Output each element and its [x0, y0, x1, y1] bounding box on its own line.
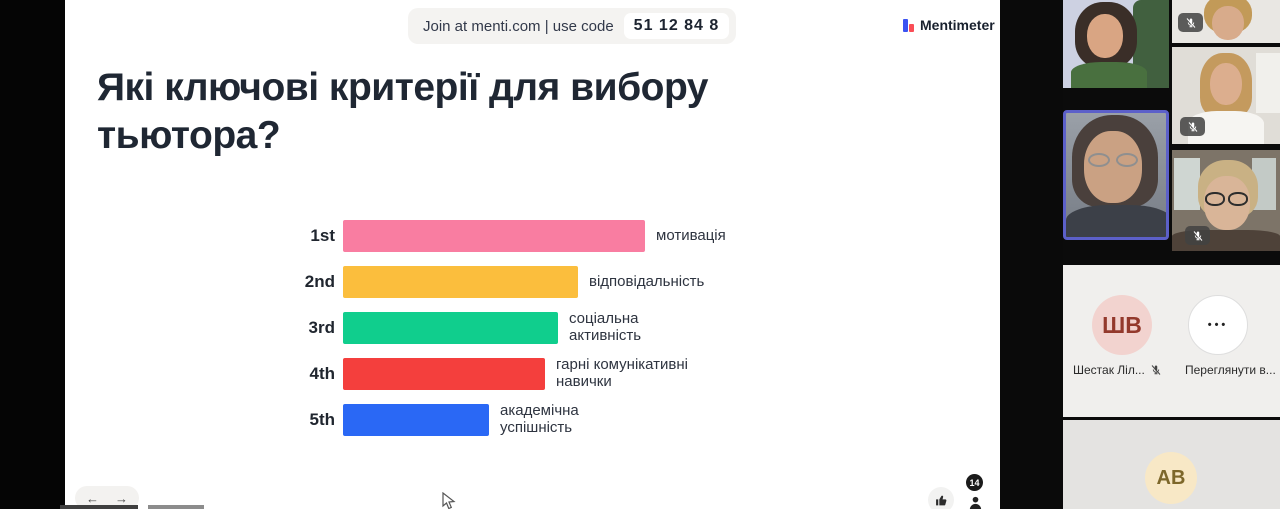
window-shape: [1174, 158, 1200, 210]
participant-video-1[interactable]: [1063, 0, 1169, 88]
audio-participants-panel: ШВ ••• Шестак Ліл... Переглянути в...: [1063, 265, 1280, 417]
left-black-strip: [0, 0, 65, 509]
mic-muted-icon: [1178, 13, 1203, 32]
bottom-participant-panel: АВ: [1063, 420, 1280, 509]
mic-muted-icon: [1185, 226, 1210, 245]
bar-label: академічна успішність: [500, 402, 579, 436]
slide-nav: ← →: [75, 486, 139, 509]
participants-button[interactable]: [962, 489, 988, 509]
bar-4th: [343, 358, 545, 390]
taskbar-edge-segment: [60, 505, 138, 509]
divider-strip: [1000, 0, 1063, 509]
face-shape: [1087, 14, 1123, 58]
join-banner: Join at menti.com | use code 51 12 84 8: [408, 8, 737, 44]
glasses-shape: [1116, 153, 1138, 167]
glasses-shape: [1205, 192, 1225, 206]
bar-5th: [343, 404, 489, 436]
participant-name: Шестак Ліл...: [1073, 363, 1162, 377]
chart-row-1: 1st мотивація: [240, 220, 860, 252]
rank-label: 1st: [310, 226, 335, 245]
glasses-shape: [1228, 192, 1248, 206]
bar-label: соціальна активність: [569, 310, 642, 344]
bar-label: гарні комунікативні навички: [556, 356, 689, 390]
torso-shape: [1066, 205, 1166, 237]
chart-row-5: 5th академічна успішність: [240, 402, 860, 436]
join-instruction: Join at menti.com | use code: [423, 17, 614, 35]
more-participants-button[interactable]: •••: [1188, 295, 1248, 355]
taskbar-edge-segment: [148, 505, 204, 509]
menti-code: 51 12 84 8: [623, 13, 730, 39]
rank-label: 5th: [309, 410, 336, 429]
next-slide-button[interactable]: →: [115, 490, 128, 506]
view-more-label[interactable]: Переглянути в...: [1185, 363, 1276, 377]
mic-muted-icon: [1151, 365, 1161, 375]
participant-video-3[interactable]: [1172, 47, 1280, 144]
torso-shape: [1071, 62, 1147, 88]
chart-row-2: 2nd відповідальність: [240, 266, 860, 298]
mentimeter-logo-text: Mentimeter: [920, 17, 995, 33]
person-icon: [969, 496, 981, 509]
bar-1st: [343, 220, 645, 252]
mentimeter-logo: Mentimeter: [903, 17, 995, 33]
prev-slide-button[interactable]: ←: [86, 490, 99, 506]
avatar-ab[interactable]: АВ: [1145, 452, 1197, 504]
participant-video-4[interactable]: [1172, 150, 1280, 251]
mentimeter-logo-icon: [903, 18, 915, 32]
face-shape: [1212, 6, 1244, 40]
mouse-cursor: [442, 492, 456, 509]
participant-video-2[interactable]: [1172, 0, 1280, 43]
meeting-sidebar: ШВ ••• Шестак Ліл... Переглянути в... АВ: [1063, 0, 1280, 509]
avatar-shv[interactable]: ШВ: [1092, 295, 1152, 355]
bar-3rd: [343, 312, 558, 344]
thumbs-up-icon: [935, 495, 946, 505]
chart-row-4: 4th гарні комунікативні навички: [240, 356, 860, 390]
window-shape: [1256, 53, 1280, 113]
mentimeter-slide: Join at menti.com | use code 51 12 84 8 …: [60, 0, 1000, 509]
thumbs-up-button[interactable]: [928, 487, 954, 509]
participant-count-badge: 14: [966, 474, 983, 491]
bar-label: відповідальність: [589, 272, 705, 290]
bar-label: мотивація: [656, 226, 726, 244]
bar-2nd: [343, 266, 578, 298]
face-shape: [1210, 63, 1242, 105]
active-speaker-video[interactable]: [1063, 110, 1169, 240]
chart-row-3: 3rd соціальна активність: [240, 310, 860, 344]
mic-muted-icon: [1180, 117, 1205, 136]
rank-label: 2nd: [304, 272, 335, 291]
rank-label: 4th: [309, 364, 336, 383]
slide-title: Які ключові критерії для вибору тьютора?: [97, 66, 708, 157]
rank-label: 3rd: [308, 318, 335, 337]
glasses-shape: [1088, 153, 1110, 167]
face-shape: [1084, 131, 1142, 203]
